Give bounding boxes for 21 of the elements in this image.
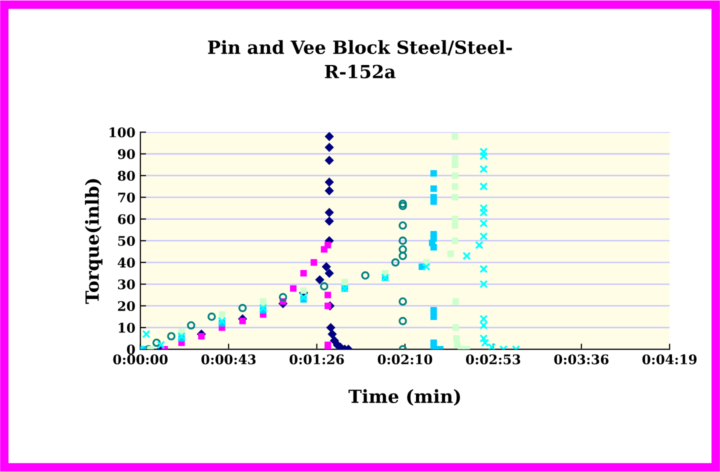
y-tick-label: 0 <box>126 344 135 354</box>
y-axis-title: Torque(inlb) <box>84 179 102 304</box>
x-tick-label: 0:04:19 <box>642 354 697 364</box>
x-tick-label: 0:03:36 <box>554 354 609 364</box>
y-tick-label: 50 <box>118 236 135 246</box>
chart-title: Pin and Vee Block Steel/Steel- R-152a <box>208 40 512 78</box>
y-tick-label: 20 <box>118 301 135 312</box>
x-axis-title: Time (min) <box>348 389 460 406</box>
y-tick-label: 60 <box>118 214 135 224</box>
y-tick-label: 70 <box>118 192 135 202</box>
y-tick-label: 40 <box>118 258 135 268</box>
y-tick-label: 90 <box>118 149 135 160</box>
x-tick-label: 0:02:10 <box>378 354 432 364</box>
x-tick-label: 0:00:43 <box>201 354 256 364</box>
x-tick-label: 0:01:26 <box>290 354 344 364</box>
x-tick-label: 0:02:53 <box>466 354 520 364</box>
x-tick-label: 0:00:00 <box>113 354 168 364</box>
y-tick-label: 10 <box>118 322 135 333</box>
y-tick-label: 100 <box>110 127 135 138</box>
y-tick-label: 80 <box>118 170 135 181</box>
y-tick-label: 30 <box>118 279 135 290</box>
